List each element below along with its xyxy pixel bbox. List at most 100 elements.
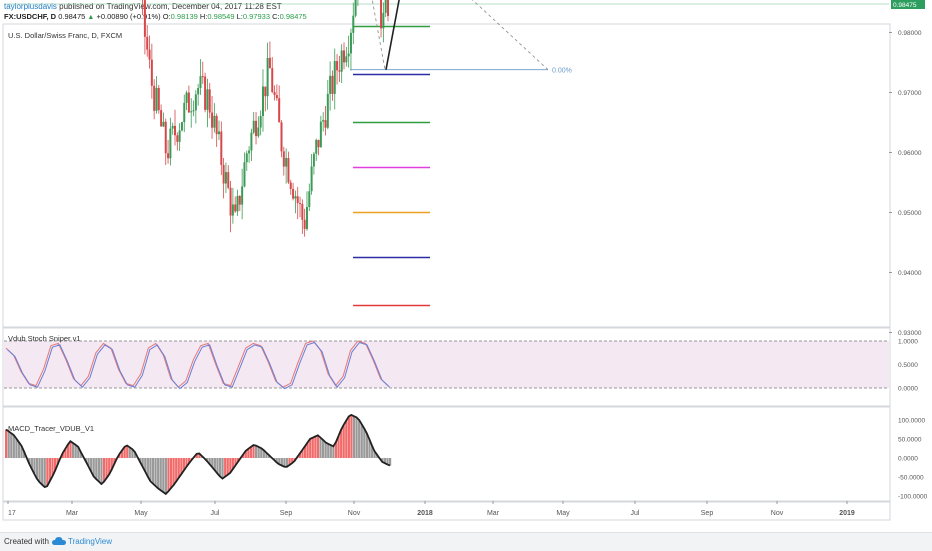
x-tick-label: May [556,510,570,517]
x-tick-label: Jul [631,510,640,517]
candle-body [264,87,266,97]
candle-body [255,121,257,136]
x-tick-label: Nov [348,510,361,517]
x-tick-label: Sep [280,510,293,517]
candle-body [341,50,343,71]
candle-body [204,77,206,110]
price-pane-title: U.S. Dollar/Swiss Franc, D, FXCM [8,31,122,40]
x-tick-label: May [134,510,148,517]
stoch-pane-title: Vdub Stoch Sniper v1 [8,334,81,343]
tradingview-cloud-icon [52,536,66,546]
candle-body [320,122,322,148]
macd-bar [103,458,105,482]
candle-body [241,186,243,204]
candle-body [195,94,197,110]
candle-body [169,129,171,159]
x-tick-label: Mar [66,510,79,517]
macd-bar [350,415,352,458]
candle-body [281,122,283,151]
candle-body [311,166,313,191]
macd-bar [353,416,355,458]
macd-bar [100,458,102,484]
candle-body [250,133,252,151]
candle-body [146,37,148,50]
candle-body [387,0,389,16]
macd-bar [98,458,100,482]
macd-bar [219,458,221,476]
chart-canvas[interactable]: 161.80%127.20%100.00%0.00% 17MarMayJulSe… [0,0,932,532]
candle-body [165,122,167,153]
macd-bar [345,421,347,458]
footer-bar: Created with TradingView [0,532,932,551]
candle-body [292,189,294,199]
candle-body [237,196,239,211]
macd-bar [355,417,357,458]
x-tick-label: Jul [211,510,220,517]
candle-body [287,158,289,182]
candle-body [151,60,153,86]
candle-body [183,103,185,122]
x-tick-label: Sep [701,510,714,517]
candle-body [276,95,278,98]
price-tick-label: 0.98000 [898,30,922,37]
candle-body [294,196,296,198]
macd-bar [167,458,169,491]
candle-body [160,110,162,126]
last-price-label: 0.98475 [893,2,917,9]
candle-body [216,116,218,134]
candle-body [234,204,236,211]
candle-body [225,172,227,183]
price-tick-label: 0.93000 [898,330,922,337]
candle-body [336,61,338,70]
candle-body [299,203,301,204]
candle-body [162,122,164,127]
candle-body [213,116,215,128]
macd-bar [325,442,327,458]
candle-body [324,120,326,128]
macd-bar [72,443,74,458]
macd-tick-label: 0.0000 [898,456,918,463]
macd-tick-label: -100.0000 [898,494,928,501]
candle-body [331,76,333,94]
candle-body [274,92,276,95]
candle-body [206,89,208,110]
macd-bar [152,458,154,484]
macd-bar [10,433,12,458]
candle-body [253,121,255,133]
tradingview-brand[interactable]: TradingView [68,537,112,546]
candle-body [155,88,157,111]
candle-body [301,204,303,220]
candle-body [329,76,331,94]
candle-body [338,70,340,71]
x-tick-label: Nov [771,510,784,517]
candle-body [188,93,190,113]
candle-body [350,33,352,54]
candle-body [153,86,155,111]
candle-body [248,150,250,153]
candle-body [385,0,387,13]
macd-bar [8,431,10,458]
price-tick-label: 0.96000 [898,150,922,157]
candle-body [220,132,222,165]
macd-pane-title: MACD_Tracer_VDUB_V1 [8,424,94,433]
price-tick-label: 0.95000 [898,210,922,217]
candle-body [271,68,273,92]
candle-body [269,58,271,68]
macd-bar [69,441,71,458]
macd-bar [13,435,15,458]
macd-bar [258,447,260,458]
candle-body [227,172,229,188]
macd-bar [162,458,164,492]
candle-body [190,111,192,112]
candle-body [308,191,310,207]
macd-bar [149,458,151,481]
candle-body [239,196,241,205]
price-tick-label: 0.94000 [898,270,922,277]
candle-body [223,165,225,184]
macd-bar [363,428,365,458]
candle-body [232,204,234,215]
x-tick-label: 2018 [417,510,433,517]
candle-body [260,116,262,128]
macd-bar [175,458,177,482]
candle-body [348,53,350,56]
